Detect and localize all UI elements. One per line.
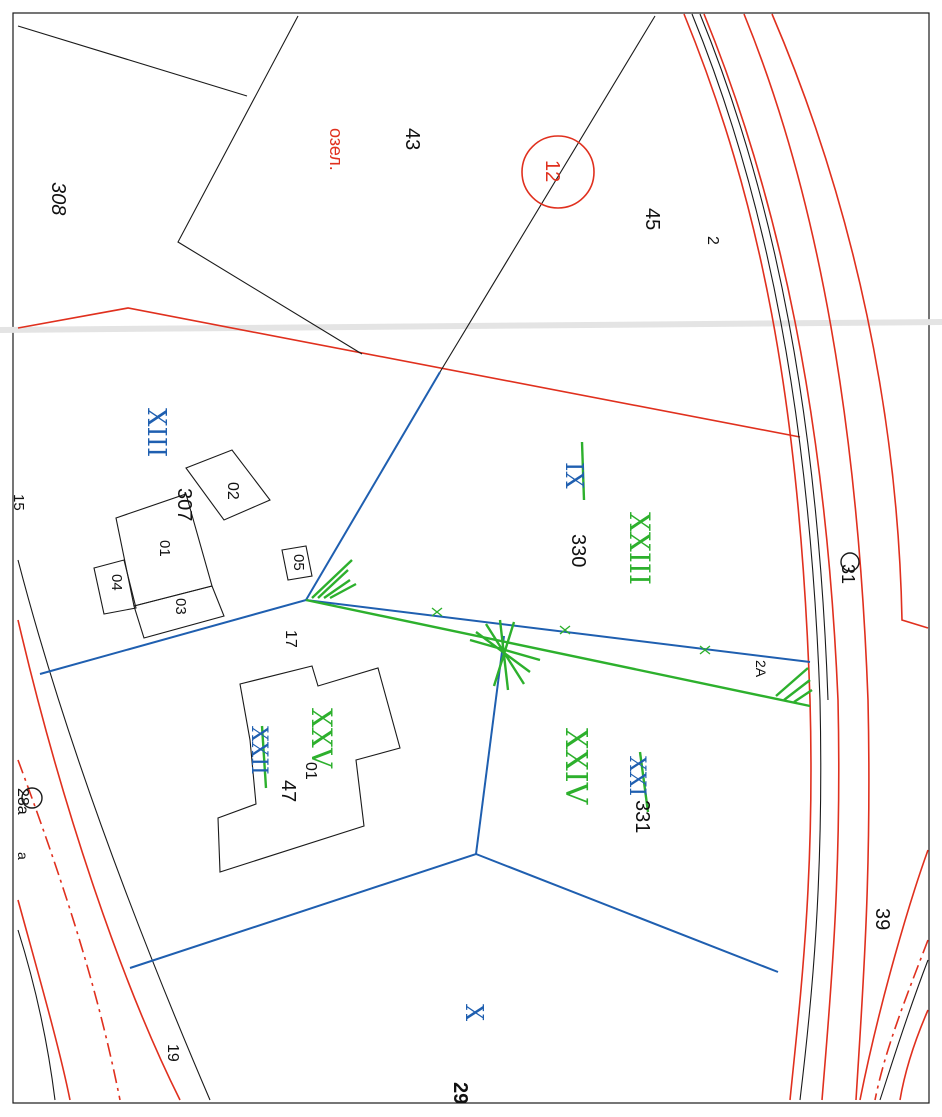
blue-line-1: [305, 371, 441, 601]
plot-boundaries-blue: [39, 371, 811, 973]
green-x-marks: [431, 607, 711, 655]
parcel-line-3: [439, 15, 656, 373]
label-roman-XXI: XXI: [624, 756, 649, 796]
right-road-axis: [874, 939, 929, 1101]
building-47: [217, 665, 401, 873]
label-bldg-04: 04: [108, 574, 125, 591]
green-line-main: [305, 598, 811, 708]
station-circle-28a: [21, 787, 43, 809]
label-num-17: 17: [282, 630, 299, 648]
station-circle-31: [840, 552, 860, 572]
map-labels: 308 43 озел. 12 45 2 XIII 307 02 01 03 0…: [10, 128, 893, 1104]
road-edge-red-1: [683, 13, 812, 1101]
building-02: [185, 449, 271, 521]
label-quarter-XIII: XIII: [141, 408, 171, 457]
road-edge-black-2: [699, 13, 829, 701]
cadastral-lines: [17, 13, 929, 1101]
left-road-red-2: [17, 899, 71, 1101]
label-plot-330: 330: [567, 534, 589, 567]
proposed-lines-green: [260, 441, 813, 813]
left-road-red-1: [17, 619, 181, 1101]
plot-boundary-red: [17, 307, 801, 438]
left-road-black-2: [17, 929, 56, 1101]
green-hatch-2: [469, 619, 541, 691]
label-num-15: 15: [10, 494, 27, 511]
label-roman-IX: IX: [560, 462, 588, 489]
label-num-39: 39: [871, 908, 893, 930]
label-green-area: озел.: [326, 128, 346, 171]
blue-line-4: [129, 852, 779, 973]
building-03: [133, 585, 225, 639]
green-hatch-1: [311, 559, 357, 600]
scan-fold-line: [0, 319, 942, 333]
label-roman-XXIV: XXIV: [558, 728, 593, 806]
building-04: [93, 559, 137, 615]
road-edge-red-2: [703, 13, 840, 1101]
label-plot-47: 47: [277, 780, 299, 802]
green-tick-XXII: [260, 725, 268, 789]
label-roman-XXV: XXV: [305, 708, 338, 769]
green-hatch-3: [775, 667, 813, 703]
label-roman-XXII: XXII: [246, 726, 271, 775]
blue-line-2: [39, 598, 811, 675]
label-num-29: 29: [449, 1082, 471, 1104]
label-circle-12: 12: [541, 160, 563, 182]
left-road-axis: [17, 759, 121, 1101]
label-bldg-05: 05: [290, 554, 307, 571]
label-roman-X: X: [460, 1004, 488, 1021]
road-edge-red-3: [743, 13, 870, 1101]
right-road-red-2: [899, 1009, 929, 1101]
right-road-black: [879, 959, 929, 1101]
label-num-2A: 2A: [753, 660, 769, 678]
label-plot-308: 308: [47, 182, 69, 215]
label-circle-31: 31: [838, 564, 858, 584]
label-roman-XXIII: XXIII: [623, 512, 656, 585]
regulation-lines: [17, 13, 929, 1101]
label-bldg-02: 02: [224, 482, 241, 500]
label-plot-307: 307: [173, 488, 195, 521]
parcel-line-2: [177, 15, 363, 355]
label-bldg-03: 03: [172, 598, 189, 615]
right-road-red-1: [859, 849, 929, 1101]
green-tick-XXI: [638, 751, 650, 813]
label-plot-45: 45: [641, 208, 663, 230]
map-frame: [12, 12, 930, 1104]
label-bldg-01: 01: [156, 540, 173, 557]
label-circle-28a: 28a: [14, 788, 31, 815]
green-tick-IX: [580, 441, 586, 501]
station-circle-12: [521, 135, 595, 209]
label-num-19: 19: [164, 1044, 181, 1062]
label-num-2: 2: [704, 236, 721, 245]
road-edge-black-1: [691, 13, 822, 1101]
label-bldg-01b: 01: [302, 762, 319, 780]
left-road-black-1: [17, 559, 211, 1101]
building-05: [281, 545, 313, 581]
label-plot-331: 331: [631, 800, 653, 833]
label-street-a: a: [15, 852, 31, 860]
road-edge-red-4: [771, 13, 929, 629]
parcel-line-1: [17, 25, 248, 97]
label-plot-43: 43: [401, 128, 423, 150]
